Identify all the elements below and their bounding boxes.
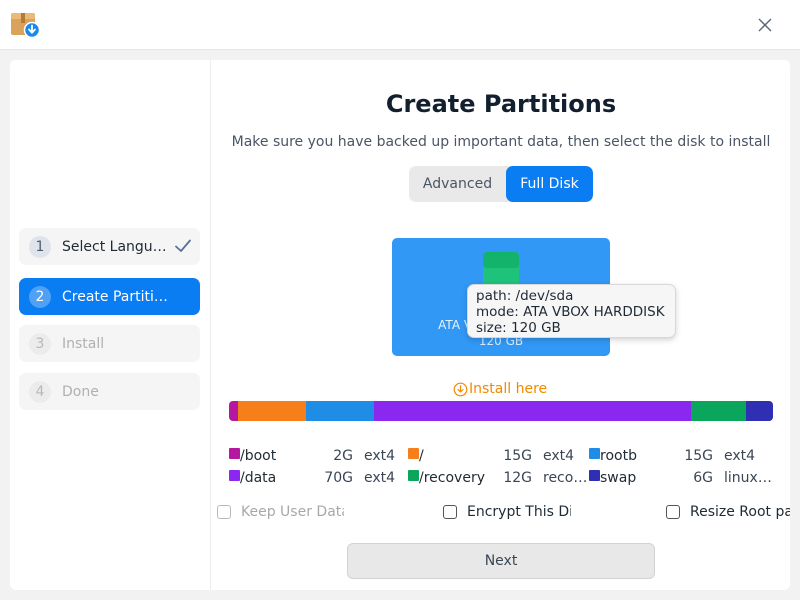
partition-segment bbox=[229, 401, 239, 421]
partition-name: /data bbox=[240, 470, 277, 486]
partition-size: 12G bbox=[503, 470, 532, 486]
partition-fs: ext4 bbox=[364, 470, 396, 486]
partition-segment bbox=[238, 401, 307, 421]
partition-fs: ext4 bbox=[543, 448, 575, 464]
tooltip-mode: mode: ATA VBOX HARDDISK bbox=[476, 304, 665, 320]
page-title: Create Partitions bbox=[385, 90, 617, 118]
partition-name: / bbox=[419, 448, 424, 464]
step-label: Create Partitions bbox=[62, 288, 170, 305]
encrypt-disk-checkbox[interactable]: Encrypt This Disk bbox=[443, 502, 571, 522]
partition-size: 15G bbox=[503, 448, 532, 464]
step-number: 3 bbox=[29, 332, 51, 355]
step-number: 2 bbox=[29, 285, 51, 308]
legend-swatch bbox=[589, 469, 600, 481]
checkmark-icon bbox=[175, 239, 191, 252]
legend-swatch bbox=[408, 469, 419, 481]
title-bar bbox=[0, 0, 800, 50]
step-install: 3 Install bbox=[19, 325, 200, 362]
partition-legend: /boot 2G ext4 / 15G ext4 rootb 15G ext4 … bbox=[229, 446, 774, 494]
partition-name: swap bbox=[600, 470, 637, 486]
partition-name: /recovery bbox=[419, 470, 485, 486]
step-select-language[interactable]: 1 Select Language bbox=[19, 228, 200, 265]
partition-segment bbox=[745, 401, 773, 421]
partition-size: 6G bbox=[693, 470, 713, 486]
close-icon bbox=[758, 18, 772, 32]
tab-advanced[interactable]: Advanced bbox=[422, 176, 493, 192]
tab-full-disk[interactable]: Full Disk bbox=[506, 166, 593, 202]
legend-swatch bbox=[229, 447, 240, 459]
partition-segment bbox=[374, 401, 692, 421]
legend-item-root: / 15G ext4 bbox=[408, 446, 591, 466]
tooltip-size: size: 120 GB bbox=[476, 320, 561, 336]
legend-swatch bbox=[229, 469, 240, 481]
checkbox-label: Resize Root partition bbox=[690, 504, 790, 520]
installer-download-icon bbox=[10, 11, 41, 39]
checkbox-box bbox=[443, 505, 457, 519]
legend-item-data: /data 70G ext4 bbox=[229, 468, 412, 488]
step-number: 1 bbox=[29, 235, 51, 258]
checkbox-label: Encrypt This Disk bbox=[467, 504, 571, 520]
checkbox-label: Keep User Data bbox=[241, 504, 344, 520]
partition-fs: ext4 bbox=[364, 448, 396, 464]
tooltip-path: path: /dev/sda bbox=[476, 288, 574, 304]
step-label: Select Language bbox=[62, 238, 170, 255]
partition-name: /boot bbox=[240, 448, 277, 464]
page-subtitle: Make sure you have backed up important d… bbox=[231, 134, 771, 150]
partition-mode-toggle: Advanced Full Disk bbox=[409, 166, 593, 202]
partition-fs: ext4 bbox=[724, 448, 756, 464]
close-button[interactable] bbox=[752, 12, 778, 38]
step-label: Done bbox=[62, 383, 99, 400]
checkbox-box bbox=[217, 505, 231, 519]
legend-swatch bbox=[408, 447, 419, 459]
partition-name: rootb bbox=[600, 448, 637, 464]
steps-sidebar: 1 Select Language 2 Create Partitions 3 … bbox=[10, 60, 211, 590]
step-number: 4 bbox=[29, 380, 51, 403]
partition-size: 2G bbox=[333, 448, 353, 464]
step-create-partitions[interactable]: 2 Create Partitions bbox=[19, 278, 200, 315]
disk-tooltip: path: /dev/sda mode: ATA VBOX HARDDISK s… bbox=[467, 284, 676, 338]
next-button[interactable]: Next bbox=[347, 543, 655, 579]
legend-item-rootb: rootb 15G ext4 bbox=[589, 446, 772, 466]
keep-user-data-checkbox[interactable]: Keep User Data bbox=[217, 502, 344, 522]
step-done: 4 Done bbox=[19, 373, 200, 410]
partition-size: 70G bbox=[324, 470, 353, 486]
step-label: Install bbox=[62, 335, 105, 352]
install-here-marker: Install here bbox=[453, 381, 547, 397]
legend-item-boot: /boot 2G ext4 bbox=[229, 446, 412, 466]
partition-fs: recovery bbox=[543, 470, 591, 486]
checkbox-box bbox=[666, 505, 680, 519]
install-here-label: Install here bbox=[469, 381, 548, 397]
resize-root-checkbox[interactable]: Resize Root partition bbox=[666, 502, 790, 522]
legend-swatch bbox=[589, 447, 600, 459]
partition-size: 15G bbox=[684, 448, 713, 464]
download-circle-icon bbox=[453, 382, 468, 396]
installer-window: 1 Select Language 2 Create Partitions 3 … bbox=[10, 60, 790, 590]
legend-item-recovery: /recovery 12G recovery bbox=[408, 468, 591, 488]
partition-fs: linux-swap bbox=[724, 470, 772, 486]
legend-item-swap: swap 6G linux-swap bbox=[589, 468, 772, 488]
main-content: Create Partitions Make sure you have bac… bbox=[212, 60, 790, 590]
partition-segment bbox=[306, 401, 375, 421]
partition-bar bbox=[229, 401, 773, 421]
partition-segment bbox=[691, 401, 746, 421]
